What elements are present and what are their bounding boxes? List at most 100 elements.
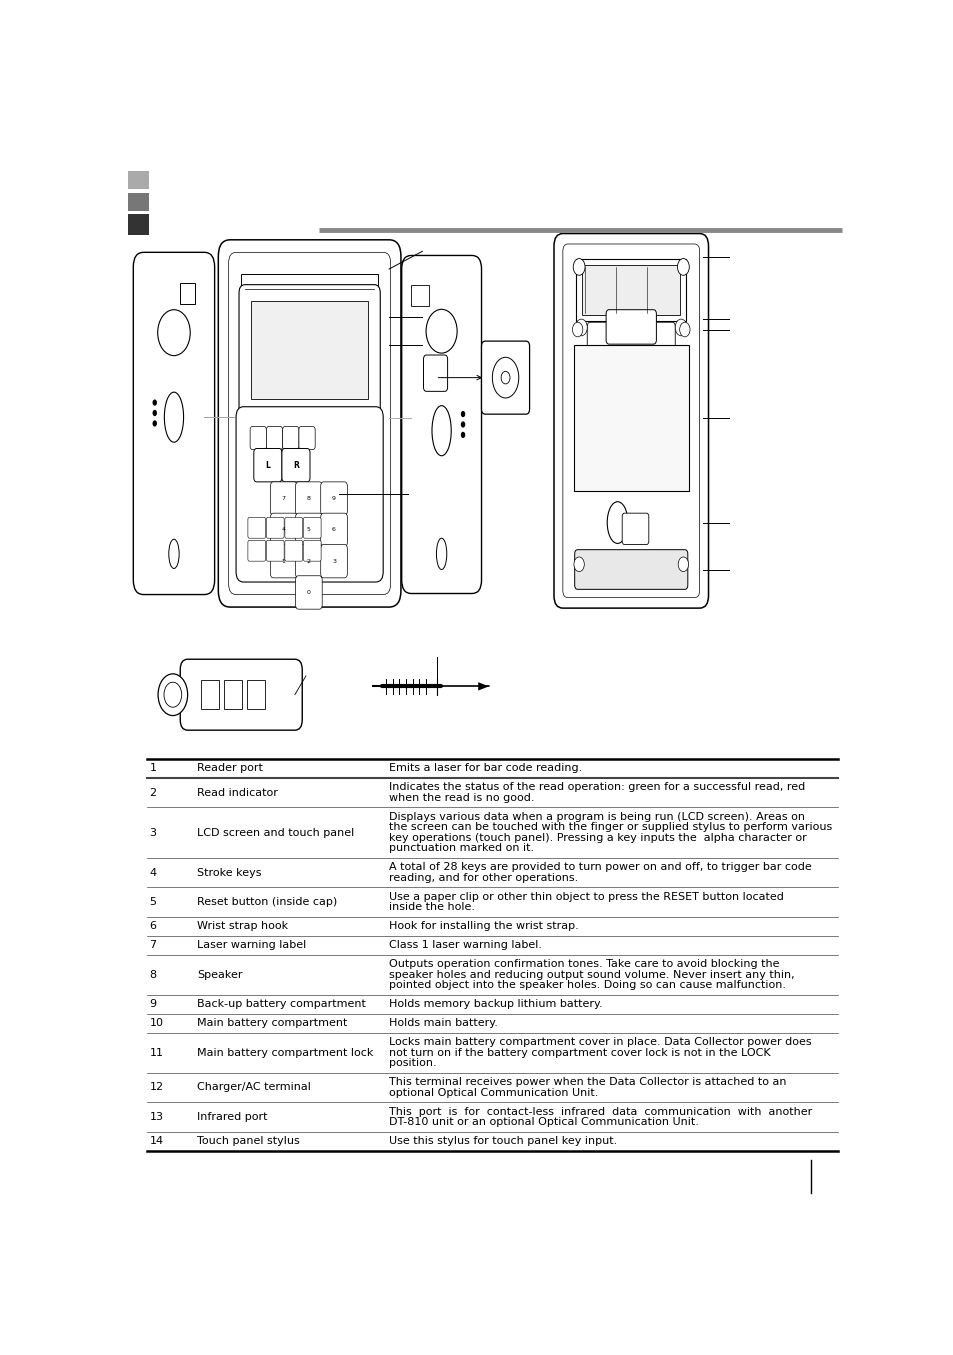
Text: when the read is no good.: when the read is no good. [389, 793, 534, 804]
FancyBboxPatch shape [282, 427, 298, 450]
Circle shape [460, 432, 465, 438]
Text: 4: 4 [150, 867, 156, 878]
Text: inside the hole.: inside the hole. [389, 902, 475, 912]
Circle shape [460, 421, 465, 428]
Bar [128, 194, 149, 211]
FancyBboxPatch shape [270, 482, 296, 515]
Text: Main battery compartment lock: Main battery compartment lock [196, 1047, 373, 1058]
FancyBboxPatch shape [235, 406, 383, 583]
Text: 6: 6 [150, 921, 156, 931]
Circle shape [678, 557, 688, 572]
FancyBboxPatch shape [481, 341, 529, 415]
FancyBboxPatch shape [253, 449, 281, 482]
Text: R: R [293, 461, 298, 470]
Text: position.: position. [389, 1058, 436, 1068]
FancyBboxPatch shape [574, 550, 687, 589]
FancyBboxPatch shape [133, 252, 214, 595]
Text: Speaker: Speaker [196, 970, 242, 980]
FancyBboxPatch shape [423, 355, 447, 392]
Text: 1: 1 [281, 558, 285, 564]
Text: 2: 2 [307, 558, 311, 564]
Bar [180, 283, 195, 305]
Text: Use this stylus for touch panel key input.: Use this stylus for touch panel key inpu… [389, 1135, 617, 1146]
FancyBboxPatch shape [303, 541, 321, 561]
Circle shape [575, 320, 587, 336]
FancyBboxPatch shape [248, 541, 265, 561]
FancyBboxPatch shape [266, 541, 284, 561]
FancyBboxPatch shape [554, 233, 708, 608]
Bar [251, 301, 368, 400]
Ellipse shape [169, 539, 179, 569]
Text: 11: 11 [150, 1047, 163, 1058]
Circle shape [574, 557, 583, 572]
Text: Holds memory backup lithium battery.: Holds memory backup lithium battery. [389, 999, 602, 1009]
Text: Locks main battery compartment cover in place. Data Collector power does: Locks main battery compartment cover in … [389, 1037, 811, 1047]
Text: Laser warning label: Laser warning label [196, 940, 306, 950]
Text: This  port  is  for  contact-less  infrared  data  communication  with  another: This port is for contact-less infrared d… [389, 1107, 812, 1117]
Text: 0: 0 [307, 589, 311, 595]
Bar [576, 259, 685, 321]
Text: Reset button (inside cap): Reset button (inside cap) [196, 897, 336, 906]
FancyBboxPatch shape [605, 310, 656, 344]
Ellipse shape [432, 405, 451, 455]
Text: 6: 6 [332, 527, 335, 533]
Circle shape [152, 420, 157, 427]
Circle shape [164, 682, 181, 707]
Ellipse shape [436, 538, 446, 569]
FancyBboxPatch shape [320, 545, 347, 577]
FancyBboxPatch shape [295, 482, 322, 515]
FancyBboxPatch shape [218, 240, 400, 607]
Text: pointed object into the speaker holes. Doing so can cause malfunction.: pointed object into the speaker holes. D… [389, 980, 785, 991]
Text: speaker holes and reducing output sound volume. Never insert any thin,: speaker holes and reducing output sound … [389, 970, 794, 980]
FancyBboxPatch shape [270, 514, 296, 546]
Text: Emits a laser for bar code reading.: Emits a laser for bar code reading. [389, 763, 581, 774]
Circle shape [572, 322, 582, 337]
Text: not turn on if the battery compartment cover lock is not in the LOCK: not turn on if the battery compartment c… [389, 1047, 770, 1058]
Circle shape [460, 411, 465, 417]
Text: 5: 5 [150, 897, 156, 906]
Text: Main battery compartment: Main battery compartment [196, 1018, 347, 1028]
Polygon shape [477, 682, 488, 691]
Text: Read indicator: Read indicator [196, 787, 277, 798]
Circle shape [158, 673, 188, 715]
Circle shape [152, 400, 157, 405]
Text: 3: 3 [332, 558, 335, 564]
Text: 7: 7 [281, 496, 286, 501]
FancyBboxPatch shape [266, 427, 282, 450]
Text: punctuation marked on it.: punctuation marked on it. [389, 843, 534, 854]
FancyBboxPatch shape [401, 256, 481, 593]
Text: Outputs operation confirmation tones. Take care to avoid blocking the: Outputs operation confirmation tones. Ta… [389, 959, 779, 969]
FancyBboxPatch shape [239, 285, 380, 416]
Text: 1: 1 [150, 763, 156, 774]
FancyBboxPatch shape [248, 518, 265, 538]
Text: Displays various data when a program is being run (LCD screen). Areas on: Displays various data when a program is … [389, 812, 804, 822]
Text: 5: 5 [307, 527, 311, 533]
Circle shape [157, 310, 190, 355]
FancyBboxPatch shape [285, 541, 302, 561]
FancyBboxPatch shape [270, 545, 296, 577]
Text: L: L [265, 461, 270, 470]
FancyBboxPatch shape [621, 514, 648, 545]
Text: 8: 8 [307, 496, 311, 501]
Circle shape [573, 259, 584, 275]
Ellipse shape [164, 392, 183, 442]
Bar [201, 680, 219, 709]
Text: the screen can be touched with the finger or supplied stylus to perform various: the screen can be touched with the finge… [389, 822, 831, 832]
Text: 7: 7 [150, 940, 156, 950]
FancyBboxPatch shape [298, 314, 320, 339]
FancyBboxPatch shape [298, 427, 314, 450]
Circle shape [675, 320, 686, 336]
Circle shape [152, 409, 157, 416]
FancyBboxPatch shape [295, 576, 322, 610]
Bar [574, 346, 688, 492]
Text: 4: 4 [281, 527, 286, 533]
Text: reading, and for other operations.: reading, and for other operations. [389, 873, 578, 882]
Text: Hook for installing the wrist strap.: Hook for installing the wrist strap. [389, 921, 578, 931]
Text: 14: 14 [150, 1135, 164, 1146]
Bar [128, 214, 149, 236]
Bar [241, 274, 377, 304]
FancyBboxPatch shape [281, 449, 310, 482]
Text: Indicates the status of the read operation: green for a successful read, red: Indicates the status of the read operati… [389, 782, 804, 793]
Circle shape [679, 322, 689, 337]
Text: 2: 2 [150, 787, 156, 798]
